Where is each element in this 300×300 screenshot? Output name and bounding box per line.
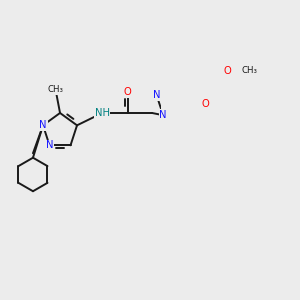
Text: N: N bbox=[153, 90, 160, 100]
Text: O: O bbox=[124, 87, 132, 97]
Text: NH: NH bbox=[95, 108, 110, 118]
Text: N: N bbox=[46, 140, 53, 150]
Text: CH₃: CH₃ bbox=[48, 85, 64, 94]
Text: N: N bbox=[39, 120, 47, 130]
Text: CH₃: CH₃ bbox=[242, 66, 258, 75]
Text: O: O bbox=[224, 66, 231, 76]
Text: O: O bbox=[202, 99, 209, 109]
Text: N: N bbox=[159, 110, 167, 120]
